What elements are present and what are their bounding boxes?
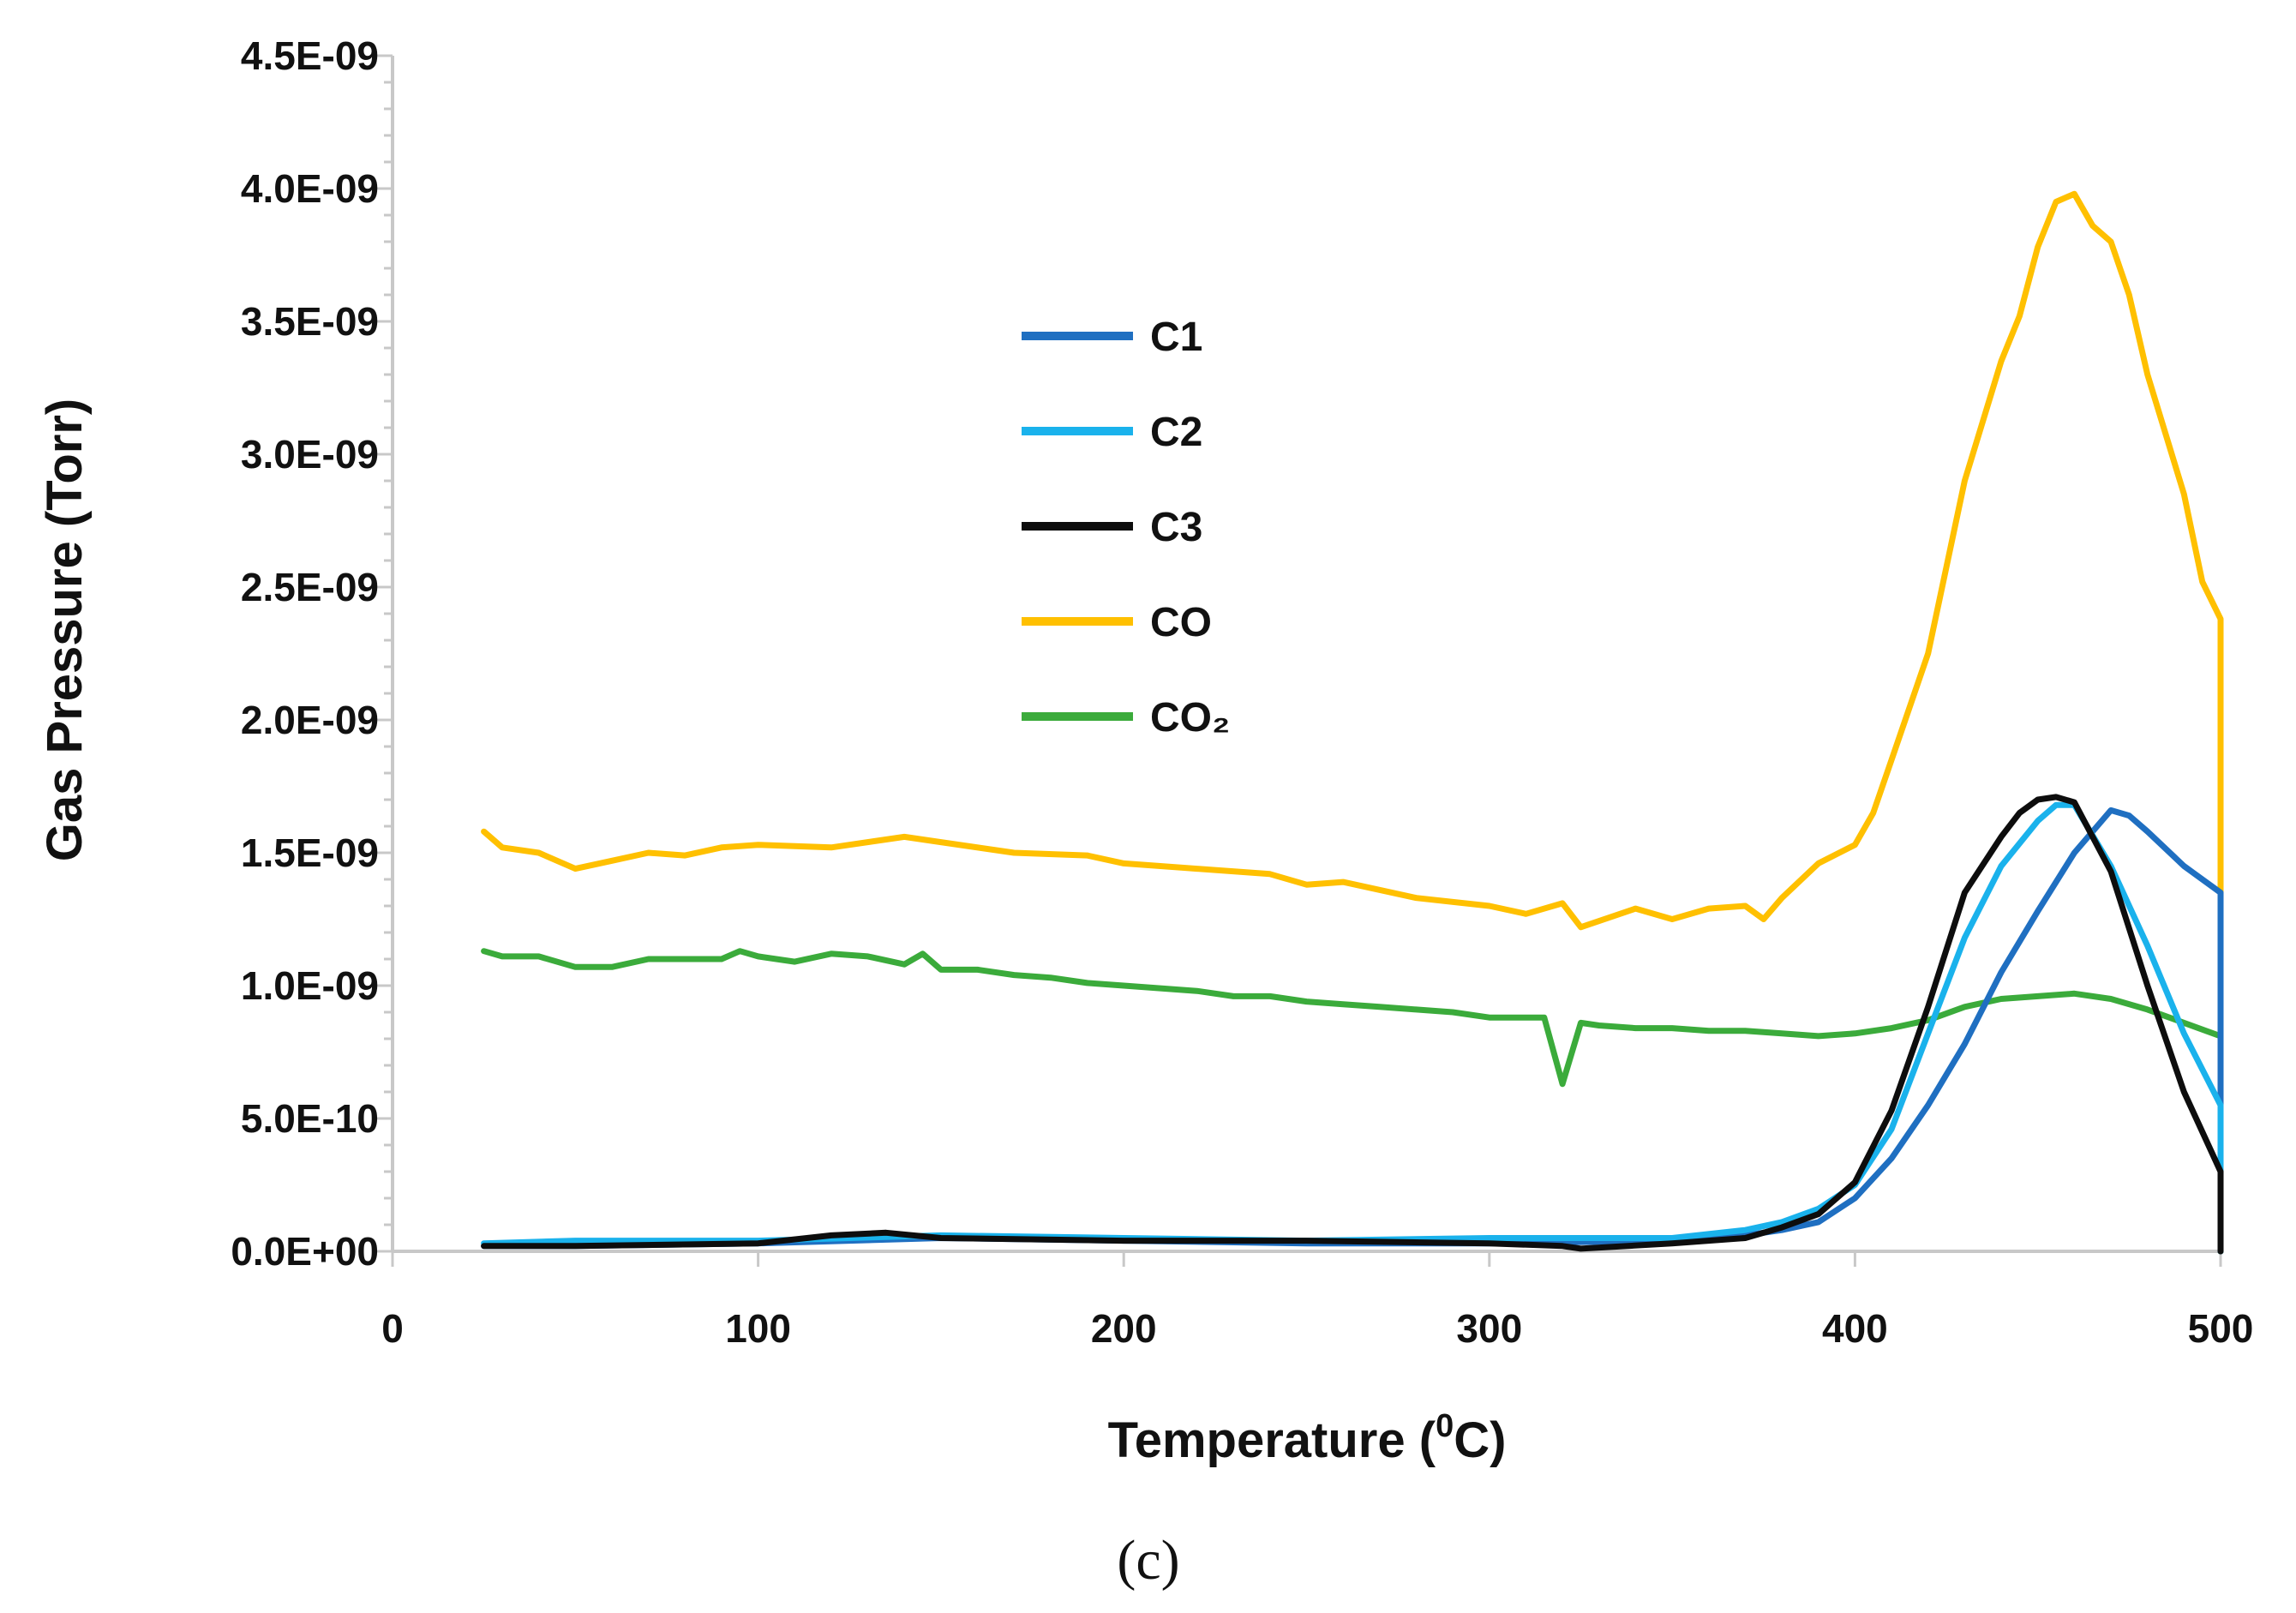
series-lines xyxy=(481,190,2224,1255)
legend: C1 C2 C3 CO CO₂ xyxy=(1022,315,1230,741)
legend-label: C1 xyxy=(1150,315,1202,360)
series-line-c1 xyxy=(481,806,2224,1255)
legend-label: CO xyxy=(1150,600,1212,645)
x-axis-title: Temperature (0C) xyxy=(1108,1408,1507,1468)
series-line-co xyxy=(481,190,2224,1255)
x-tick-label: 0 xyxy=(381,1306,404,1351)
x-tick-label: 500 xyxy=(2188,1306,2254,1351)
x-tick-label: 300 xyxy=(1456,1306,1522,1351)
legend-label: C2 xyxy=(1150,410,1202,455)
y-tick-label: 2.0E-09 xyxy=(241,698,379,742)
y-tick-label: 2.5E-09 xyxy=(241,565,379,609)
series-line-c3 xyxy=(481,794,2224,1255)
y-major-ticks xyxy=(375,54,393,1253)
y-tick-labels: 0.0E+00 5.0E-10 1.0E-09 1.5E-09 2.0E-09 2.5E-… xyxy=(231,33,379,1274)
legend-label: CO₂ xyxy=(1150,695,1230,741)
x-tick-labels: 0 100 200 300 400 500 xyxy=(381,1306,2253,1351)
y-tick-label: 3.0E-09 xyxy=(241,432,379,477)
y-tick-label: 1.0E-09 xyxy=(241,963,379,1008)
figure-caption: (c) xyxy=(1117,1529,1179,1592)
x-tick-marks xyxy=(391,1251,2222,1267)
x-tick-label: 200 xyxy=(1091,1306,1157,1351)
series-line-c2 xyxy=(481,801,2224,1255)
series-line-co2 xyxy=(481,948,2224,1255)
x-axis-title-suffix: C) xyxy=(1454,1412,1506,1468)
y-tick-label: 5.0E-10 xyxy=(241,1096,379,1141)
x-tick-label: 400 xyxy=(1822,1306,1888,1351)
x-tick-label: 100 xyxy=(725,1306,791,1351)
y-tick-label: 4.5E-09 xyxy=(241,33,379,78)
y-tick-label: 1.5E-09 xyxy=(241,830,379,875)
y-tick-label: 3.5E-09 xyxy=(241,299,379,344)
x-axis-title-text: Temperature ( xyxy=(1108,1412,1436,1468)
y-tick-label: 4.0E-09 xyxy=(241,166,379,211)
legend-label: C3 xyxy=(1150,505,1202,550)
y-tick-label: 0.0E+00 xyxy=(231,1229,379,1274)
x-axis-title-superscript: 0 xyxy=(1436,1408,1454,1444)
y-axis-title: Gas Pressure (Torr) xyxy=(37,399,93,861)
